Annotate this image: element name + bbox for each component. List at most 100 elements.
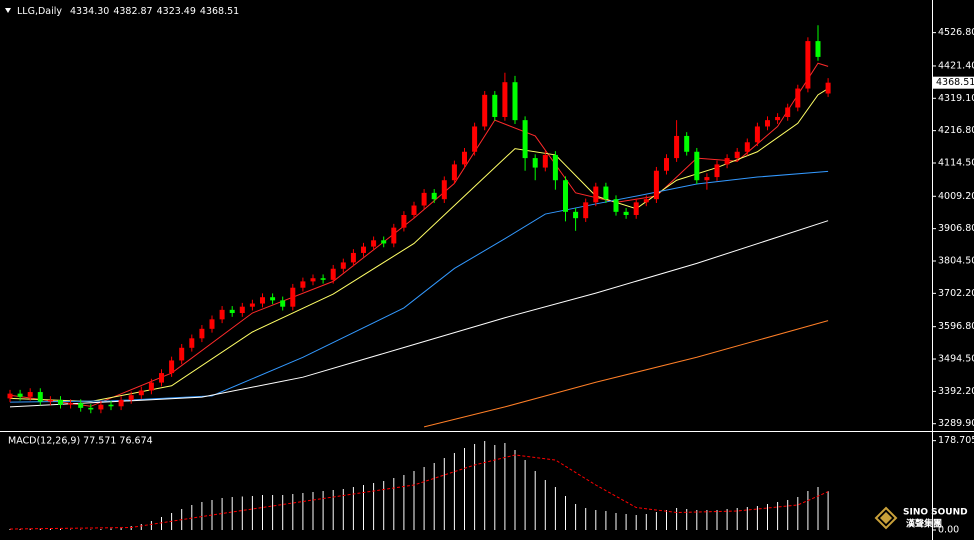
moving-average — [423, 320, 829, 428]
current-price: 4368.51 — [936, 77, 974, 88]
candle-body — [411, 205, 417, 215]
price-label-box — [933, 76, 974, 89]
y-tick-label: 4319.10 — [938, 93, 974, 104]
symbol: LLG,Daily — [17, 6, 62, 17]
watermark-name: SINO SOUND — [903, 508, 968, 518]
candle-body — [633, 202, 639, 215]
candle-body — [754, 126, 760, 143]
candle-body — [825, 82, 831, 94]
menu-icon[interactable] — [5, 8, 11, 13]
candle-body — [310, 278, 316, 282]
candle-body — [179, 347, 185, 361]
candle-body — [512, 82, 518, 121]
y-tick-label: 3906.80 — [938, 223, 974, 234]
y-tick-label: 4216.80 — [938, 125, 974, 136]
candle-body — [775, 116, 781, 121]
candle-body — [704, 177, 710, 181]
ohlc-value: 4368.51 — [200, 6, 239, 17]
candle-body — [58, 399, 63, 405]
candle-body — [805, 41, 811, 89]
candle-body — [623, 211, 629, 215]
candle-body — [199, 328, 205, 339]
y-tick-label: 4114.50 — [938, 157, 974, 168]
y-tick-label: 3392.20 — [938, 386, 974, 397]
candle-body — [674, 135, 680, 159]
candle-body — [552, 154, 558, 181]
candle-body — [118, 399, 124, 407]
y-tick-label: 178.705 — [938, 435, 974, 446]
candle-body — [421, 192, 427, 206]
candle-body — [643, 199, 649, 203]
candle-body — [371, 240, 377, 247]
candle-body — [340, 262, 346, 269]
y-tick-label: 4421.40 — [938, 60, 974, 71]
candle-body — [613, 199, 619, 212]
y-tick-label: 3804.50 — [938, 256, 974, 267]
y-tick-label: 3289.90 — [938, 418, 974, 429]
candle-body — [47, 399, 53, 402]
candle-body — [765, 120, 770, 127]
moving-average — [9, 170, 829, 403]
candle-body — [209, 319, 215, 329]
candle-body — [361, 246, 366, 253]
candle-body — [98, 404, 104, 410]
candle-body — [795, 88, 801, 108]
candle-body — [522, 120, 528, 159]
candle-body — [17, 393, 23, 397]
candle-body — [573, 211, 579, 219]
candle-body — [785, 107, 791, 117]
candle-body — [148, 382, 154, 391]
candle-body — [128, 395, 134, 400]
candle-body — [744, 142, 750, 152]
candle-body — [280, 300, 286, 307]
y-tick-label: 0.00 — [938, 525, 959, 536]
candle-body — [815, 41, 821, 57]
candle-body — [330, 268, 336, 280]
candle-body — [219, 309, 225, 320]
candle-body — [37, 392, 43, 402]
moving-average — [9, 220, 829, 408]
signal-line — [9, 454, 829, 530]
y-tick-label: 3494.50 — [938, 354, 974, 365]
candle-body — [714, 164, 720, 178]
candle-body — [138, 390, 144, 396]
candle-body — [300, 281, 306, 288]
candle-body — [664, 158, 669, 171]
candle-body — [502, 82, 508, 117]
candle-body — [482, 94, 488, 127]
y-tick-label: 3596.80 — [938, 321, 974, 332]
candle-body — [684, 135, 690, 152]
candle-body — [108, 404, 114, 407]
candle-body — [734, 151, 740, 159]
y-tick-label: 4009.20 — [938, 191, 974, 202]
candle-body — [350, 252, 356, 263]
candle-body — [381, 240, 387, 244]
logo — [874, 506, 898, 530]
candle-body — [653, 170, 659, 200]
y-tick-label: 3702.20 — [938, 288, 974, 299]
chart-title: LLG,Daily 4334.30 4382.87 4323.49 4368.51 — [17, 6, 239, 17]
candle-body — [270, 297, 276, 301]
candle-body — [260, 297, 265, 304]
candle-body — [593, 186, 599, 203]
candle-body — [532, 158, 538, 168]
candle-body — [189, 338, 195, 348]
candle-body — [159, 373, 164, 383]
candle-body — [320, 278, 326, 280]
candle-body — [563, 180, 568, 212]
candle-body — [724, 158, 730, 165]
candle-body — [583, 202, 589, 219]
candle-body — [88, 407, 94, 410]
candle-body — [542, 154, 548, 168]
candle-body — [462, 151, 467, 165]
candle-body — [27, 392, 33, 397]
candle-body — [391, 227, 397, 244]
candle-body — [229, 309, 235, 314]
candle-body — [290, 287, 296, 307]
candle-body — [441, 180, 447, 200]
candle-body — [249, 303, 255, 307]
candle-body — [431, 192, 437, 200]
ohlc-value: 4334.30 — [70, 6, 109, 17]
